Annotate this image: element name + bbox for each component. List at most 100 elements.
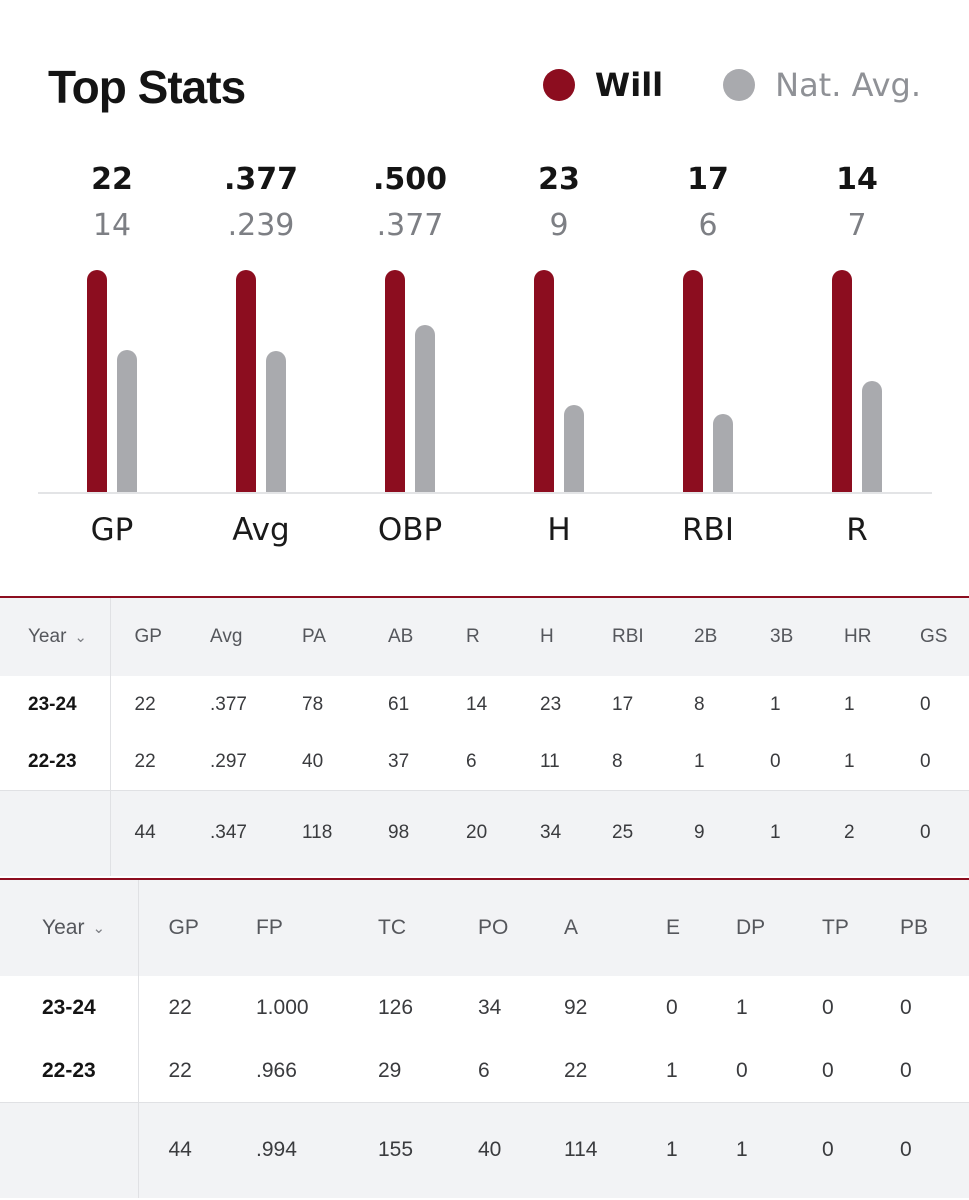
chevron-down-icon: ⌄ <box>74 628 87 646</box>
player-bar-obp <box>385 270 405 492</box>
total-cell: .347 <box>210 822 247 844</box>
table-cell: 6 <box>466 750 477 772</box>
column-header[interactable]: A <box>564 916 579 939</box>
table-cell: 1 <box>666 1058 678 1082</box>
player-value-label: .377 <box>223 162 299 197</box>
column-header[interactable]: E <box>666 916 681 939</box>
stat-values-obp: .500 .377 <box>335 160 485 246</box>
row-year: 23-24 <box>0 676 111 734</box>
total-cell: 118 <box>302 822 333 844</box>
totals-label-cell <box>0 1102 139 1198</box>
player-bar-r <box>832 270 852 492</box>
nat-avg-bar-rbi <box>713 414 733 492</box>
player-bar-rbi <box>683 270 703 492</box>
table-cell: 0 <box>822 1058 834 1082</box>
table-cell: 1 <box>736 996 748 1019</box>
column-header[interactable]: HR <box>844 626 872 647</box>
column-header[interactable]: PA <box>302 626 326 647</box>
total-cell: 1 <box>736 1138 748 1162</box>
row-year: 23-24 <box>0 976 139 1040</box>
table-cell: 23 <box>540 694 562 715</box>
nat-avg-value-label: 7 <box>847 208 867 243</box>
table-cell: 1 <box>694 750 705 772</box>
stats-bar-chart: 22 14 GP .377.239 Avg .500.377 OBP 23 9 H 17 6 RBI 14… <box>0 160 969 560</box>
fielding-stats-table: Year ⌄ GP FP TC PO A E DP TP PB 23-24 22 … <box>0 878 969 1198</box>
table-cell: 29 <box>378 1058 402 1082</box>
table-cell: 61 <box>388 694 410 715</box>
table-cell: 6 <box>478 1058 490 1082</box>
nat-avg-bar-h <box>564 405 584 492</box>
chevron-down-icon: ⌄ <box>92 920 106 938</box>
year-header-label: Year <box>42 916 85 939</box>
stat-values-gp: 22 14 <box>37 160 187 246</box>
nat-avg-bar-avg <box>266 351 286 492</box>
nat-avg-value-label: .239 <box>227 208 295 243</box>
chart-legend: Will Nat. Avg. <box>483 66 921 104</box>
column-header[interactable]: RBI <box>612 626 644 647</box>
x-axis-label: GP <box>90 512 134 548</box>
table-cell: 0 <box>900 996 912 1019</box>
table-cell: 0 <box>770 750 781 772</box>
x-axis-label: R <box>846 512 868 548</box>
player-bar-avg <box>236 270 256 492</box>
column-header[interactable]: DP <box>736 916 766 939</box>
table-cell: 78 <box>302 694 324 715</box>
table-cell: 14 <box>466 694 488 715</box>
total-cell: 2 <box>844 822 855 844</box>
column-header[interactable]: 3B <box>770 626 794 647</box>
column-header[interactable]: TP <box>822 916 849 939</box>
table-cell: 8 <box>694 694 705 715</box>
player-bar-h <box>534 270 554 492</box>
column-header[interactable]: TC <box>378 916 406 939</box>
year-sort-header[interactable]: Year ⌄ <box>0 880 139 976</box>
table-cell: 22 <box>168 996 192 1019</box>
x-axis-label: OBP <box>377 512 443 548</box>
legend-label-nat-avg: Nat. Avg. <box>775 66 921 104</box>
totals-label-cell <box>0 790 111 876</box>
nat-avg-value-label: 14 <box>92 208 132 243</box>
column-header[interactable]: 2B <box>694 626 718 647</box>
fielding-header-row: Year ⌄ GP FP TC PO A E DP TP PB <box>0 880 969 976</box>
column-header[interactable]: FP <box>256 916 283 939</box>
total-cell: 44 <box>134 822 156 844</box>
totals-row: 44 .347 118 98 20 34 25 9 1 2 0 <box>0 790 969 876</box>
column-header[interactable]: GS <box>920 626 948 647</box>
total-cell: 34 <box>540 822 562 844</box>
year-sort-header[interactable]: Year ⌄ <box>0 598 111 676</box>
stat-values-r: 14 7 <box>782 160 932 246</box>
column-header[interactable]: Avg <box>210 626 243 647</box>
total-cell: 1 <box>770 822 781 844</box>
player-value-label: 22 <box>91 162 133 197</box>
table-cell: 8 <box>612 750 623 772</box>
legend-dot-nat-avg <box>723 69 756 101</box>
totals-row: 44 .994 155 40 114 1 1 0 0 <box>0 1102 969 1198</box>
column-header[interactable]: R <box>466 626 480 647</box>
table-cell: 17 <box>612 694 634 715</box>
player-bar-gp <box>87 270 107 492</box>
chart-baseline <box>38 492 932 494</box>
table-row: 23-24 22 .377 78 61 14 23 17 8 1 1 0 <box>0 676 969 734</box>
table-cell: 11 <box>540 750 560 772</box>
column-header[interactable]: H <box>540 626 554 647</box>
legend-item-player: Will <box>542 66 664 104</box>
column-header[interactable]: PB <box>900 916 929 939</box>
x-axis-label: RBI <box>682 512 734 548</box>
table-row: 22-23 22 .297 40 37 6 11 8 1 0 1 0 <box>0 734 969 790</box>
legend-label-player: Will <box>594 66 664 104</box>
column-header[interactable]: PO <box>478 916 509 939</box>
table-cell: 1 <box>844 750 855 772</box>
column-header[interactable]: AB <box>388 626 414 647</box>
table-cell: 0 <box>736 1058 748 1082</box>
x-axis-label: Avg <box>232 512 290 548</box>
top-stats-card: Top Stats Will Nat. Avg. 22 14 GP .377.239 A… <box>0 0 969 590</box>
table-cell: 22 <box>134 694 156 715</box>
total-cell: 0 <box>900 1138 912 1162</box>
column-header[interactable]: GP <box>134 626 162 647</box>
total-cell: 98 <box>388 822 410 844</box>
total-cell: 0 <box>822 1138 834 1162</box>
nat-avg-bar-gp <box>117 350 137 492</box>
total-cell: 1 <box>666 1138 678 1162</box>
year-header-label: Year <box>28 626 67 647</box>
table-cell: .966 <box>256 1058 297 1082</box>
column-header[interactable]: GP <box>168 916 199 939</box>
